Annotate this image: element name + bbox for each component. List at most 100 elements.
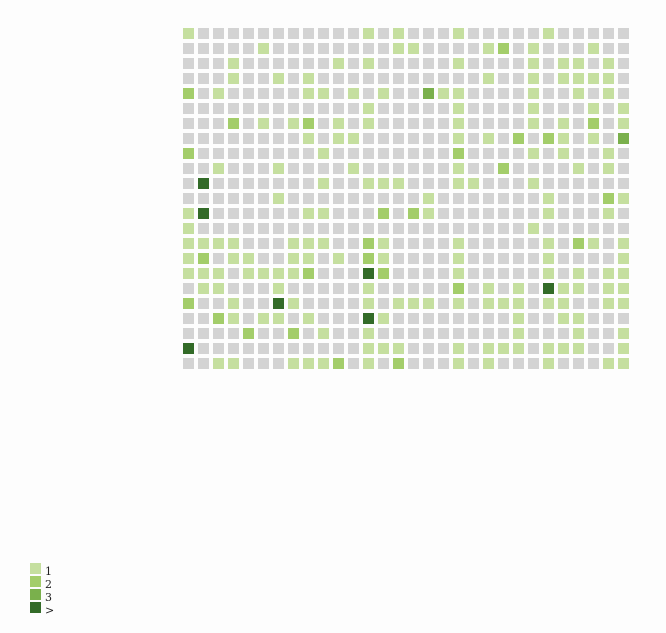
heatmap-cell [198, 148, 209, 159]
heatmap-cell [588, 88, 599, 99]
heatmap-cell [483, 223, 494, 234]
heatmap-cell [288, 193, 299, 204]
heatmap-cell [558, 238, 569, 249]
heatmap-cell [228, 103, 239, 114]
heatmap-cell [288, 163, 299, 174]
heatmap-cell [183, 283, 194, 294]
heatmap-cell [618, 28, 629, 39]
heatmap-cell [528, 43, 539, 54]
heatmap-cell [498, 343, 509, 354]
heatmap-cell [453, 103, 464, 114]
heatmap-cell [528, 298, 539, 309]
heatmap-cell [318, 148, 329, 159]
heatmap-cell [243, 88, 254, 99]
heatmap-cell [378, 208, 389, 219]
heatmap-cell [618, 133, 629, 144]
heatmap-cell [468, 313, 479, 324]
heatmap-cell [288, 43, 299, 54]
heatmap-cell [228, 238, 239, 249]
heatmap-cell [213, 328, 224, 339]
heatmap-cell [408, 298, 419, 309]
heatmap-cell [348, 193, 359, 204]
heatmap-cell [258, 103, 269, 114]
heatmap-cell [273, 118, 284, 129]
heatmap-cell [468, 163, 479, 174]
heatmap-cell [573, 253, 584, 264]
heatmap-cell [603, 88, 614, 99]
heatmap-cell [513, 358, 524, 369]
heatmap-cell [348, 313, 359, 324]
heatmap-cell [228, 28, 239, 39]
heatmap-cell [243, 238, 254, 249]
heatmap-cell [273, 358, 284, 369]
heatmap-cell [453, 58, 464, 69]
heatmap-cell [258, 148, 269, 159]
heatmap-cell [543, 238, 554, 249]
heatmap-cell [588, 253, 599, 264]
heatmap-cell [333, 238, 344, 249]
heatmap-cell [468, 133, 479, 144]
heatmap-cell [438, 193, 449, 204]
heatmap-cell [273, 43, 284, 54]
heatmap-cell [468, 193, 479, 204]
heatmap-cell [438, 148, 449, 159]
heatmap-cell [213, 283, 224, 294]
heatmap-cell [573, 133, 584, 144]
heatmap-cell [258, 253, 269, 264]
heatmap-cell [213, 28, 224, 39]
heatmap-cell [618, 358, 629, 369]
heatmap-cell [348, 358, 359, 369]
heatmap-cell [588, 343, 599, 354]
heatmap-cell [243, 328, 254, 339]
heatmap-cell [438, 238, 449, 249]
heatmap-cell [558, 193, 569, 204]
heatmap-cell [438, 163, 449, 174]
heatmap-cell [303, 343, 314, 354]
heatmap-cell [468, 343, 479, 354]
heatmap-cell [228, 298, 239, 309]
heatmap-cell [468, 118, 479, 129]
heatmap-cell [408, 343, 419, 354]
heatmap-cell [513, 208, 524, 219]
heatmap-cell [423, 133, 434, 144]
heatmap-cell [213, 148, 224, 159]
heatmap-cell [603, 103, 614, 114]
heatmap-cell [453, 358, 464, 369]
heatmap-cell [483, 298, 494, 309]
heatmap-cell [183, 178, 194, 189]
heatmap-cell [288, 238, 299, 249]
heatmap-cell [513, 283, 524, 294]
heatmap-cell [438, 358, 449, 369]
heatmap-cell [303, 73, 314, 84]
heatmap-cell [288, 343, 299, 354]
heatmap-cell [243, 148, 254, 159]
heatmap-cell [423, 73, 434, 84]
heatmap-cell [258, 358, 269, 369]
heatmap-cell [213, 343, 224, 354]
heatmap-cell [378, 163, 389, 174]
heatmap-cell [258, 313, 269, 324]
heatmap-cell [588, 133, 599, 144]
heatmap-cell [273, 178, 284, 189]
heatmap-cell [333, 328, 344, 339]
heatmap-cell [558, 283, 569, 294]
heatmap-cell [363, 253, 374, 264]
heatmap-cell [468, 238, 479, 249]
heatmap-cell [348, 208, 359, 219]
heatmap-cell [588, 208, 599, 219]
heatmap-cell [198, 283, 209, 294]
heatmap-cell [198, 358, 209, 369]
heatmap-cell [543, 268, 554, 279]
heatmap-cell [213, 238, 224, 249]
heatmap-cell [213, 163, 224, 174]
heatmap-cell [318, 73, 329, 84]
heatmap-cell [243, 58, 254, 69]
heatmap-cell [288, 253, 299, 264]
heatmap-cell [498, 358, 509, 369]
heatmap-cell [468, 73, 479, 84]
heatmap-cell [453, 343, 464, 354]
heatmap-cell [588, 43, 599, 54]
heatmap-cell [483, 58, 494, 69]
heatmap-cell [378, 328, 389, 339]
heatmap-cell [378, 73, 389, 84]
